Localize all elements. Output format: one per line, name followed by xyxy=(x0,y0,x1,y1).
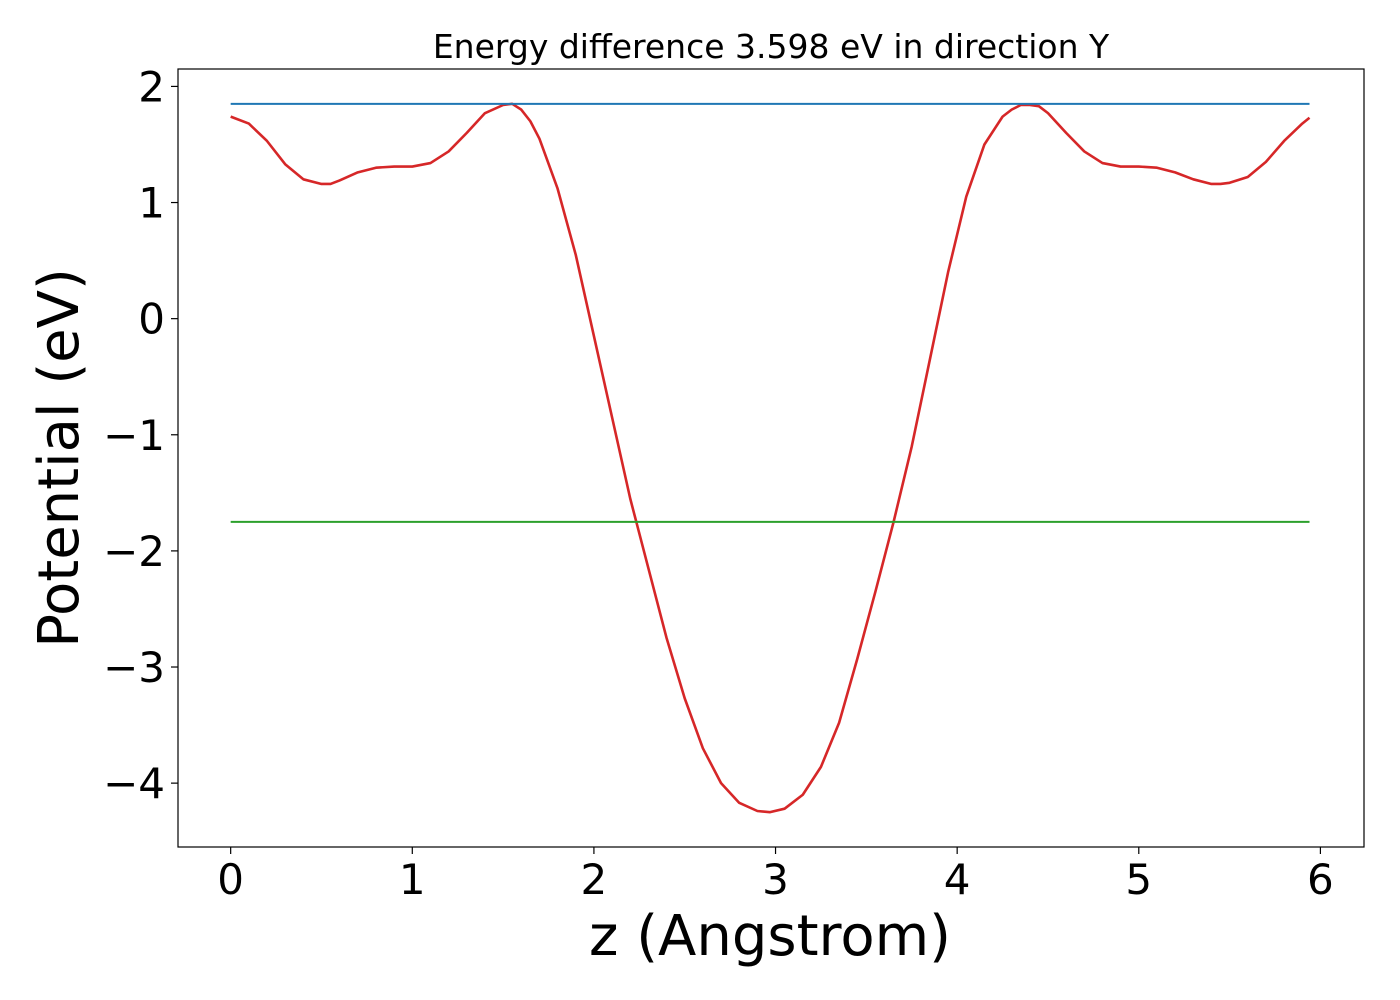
x-axis-label: z (Angstrom) xyxy=(589,904,951,969)
y-tick-label: 1 xyxy=(138,179,165,228)
x-tick-label: 0 xyxy=(217,855,244,904)
series-layer xyxy=(230,102,1311,814)
y-tick-label: 0 xyxy=(138,295,165,344)
y-tick-label: −4 xyxy=(103,759,165,808)
y-tick-label: −3 xyxy=(103,643,165,692)
x-axis: 0 1 2 3 4 5 6 xyxy=(217,847,1334,904)
y-tick-label: −1 xyxy=(103,411,165,460)
x-tick-label: 5 xyxy=(1125,855,1152,904)
x-tick-label: 2 xyxy=(581,855,608,904)
y-axis: 2 1 0 −1 −2 −3 −4 xyxy=(103,62,178,808)
y-tick-label: −2 xyxy=(103,527,165,576)
chart-title: Energy difference 3.598 eV in direction … xyxy=(433,27,1110,66)
x-tick-label: 6 xyxy=(1307,855,1334,904)
x-tick-label: 3 xyxy=(762,855,789,904)
y-axis-label: Potential (eV) xyxy=(27,268,92,648)
series-line-potential-curve xyxy=(230,102,1311,814)
plot-frame xyxy=(177,68,1365,848)
x-tick-label: 4 xyxy=(944,855,971,904)
y-tick-label: 2 xyxy=(138,62,165,111)
x-tick-label: 1 xyxy=(399,855,426,904)
